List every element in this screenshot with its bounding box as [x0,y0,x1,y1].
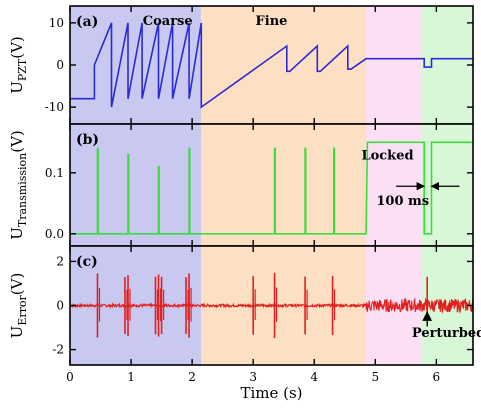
annotation: 100 ms [376,194,429,209]
panel-label-c: (c) [76,254,98,270]
series-line-a [70,22,473,109]
y-tick-label-c: 2 [56,254,64,268]
x-tick-label: 3 [249,370,257,384]
y-tick-label-c: 0 [56,299,64,313]
annotation: Perturbed [412,326,481,341]
panel-a: -10 0 10 (a) UPZT(V) Coarse Fine [8,5,474,125]
y-axis-label-sub: PZT [16,58,29,81]
y-axis-label-unit: (V) [8,36,26,59]
y-axis-label-unit: (V) [8,273,26,296]
panel-label-b: (b) [76,132,99,148]
y-tick-label-a: 0 [56,58,64,72]
region-perturbed-a [421,6,473,124]
x-tick-label: 5 [371,370,379,384]
y-axis-label-main: U [8,227,26,240]
y-axis-label-main: U [8,81,26,94]
y-axis-label-sub: Transmission [16,153,29,227]
y-tick-label-b: 0.1 [45,166,64,180]
region-fine-a [201,6,367,124]
region-locked-a [366,6,422,124]
x-tick-label: 2 [188,370,196,384]
panel-b: 0.0 0.1 (b) UTransmission(V) Locked 100 ms [8,123,474,247]
y-tick-label-a: 10 [49,16,64,30]
y-axis-label-main: U [8,326,26,339]
x-axis-label: Time (s) [240,384,302,402]
region-perturbed-b [421,124,473,246]
y-tick-label-a: -10 [45,100,64,114]
series-line-b [70,141,473,235]
region-coarse-b [70,124,202,246]
y-axis-label-c: UError(V) [8,273,29,339]
y-tick-label-c: -2 [52,343,64,357]
y-axis-label-sub: Error [16,294,29,325]
y-tick-label-b: 0.0 [45,227,64,241]
region-fine-b [201,124,367,246]
annotation: Locked [361,149,413,164]
x-tick-label: 4 [310,370,318,384]
x-tick-label: 1 [127,370,135,384]
x-tick-label: 6 [433,370,441,384]
x-tick-label: 0 [66,370,74,384]
series-noise-c [69,297,474,314]
y-axis-label-b: UTransmission(V) [8,130,29,240]
region-locked-b [366,124,422,246]
y-axis-label-a: UPZT(V) [8,36,29,94]
annotation: Coarse [143,14,193,29]
panel-label-a: (a) [76,14,98,30]
y-axis-label-unit: (V) [8,130,26,153]
annotation: Fine [256,14,288,29]
